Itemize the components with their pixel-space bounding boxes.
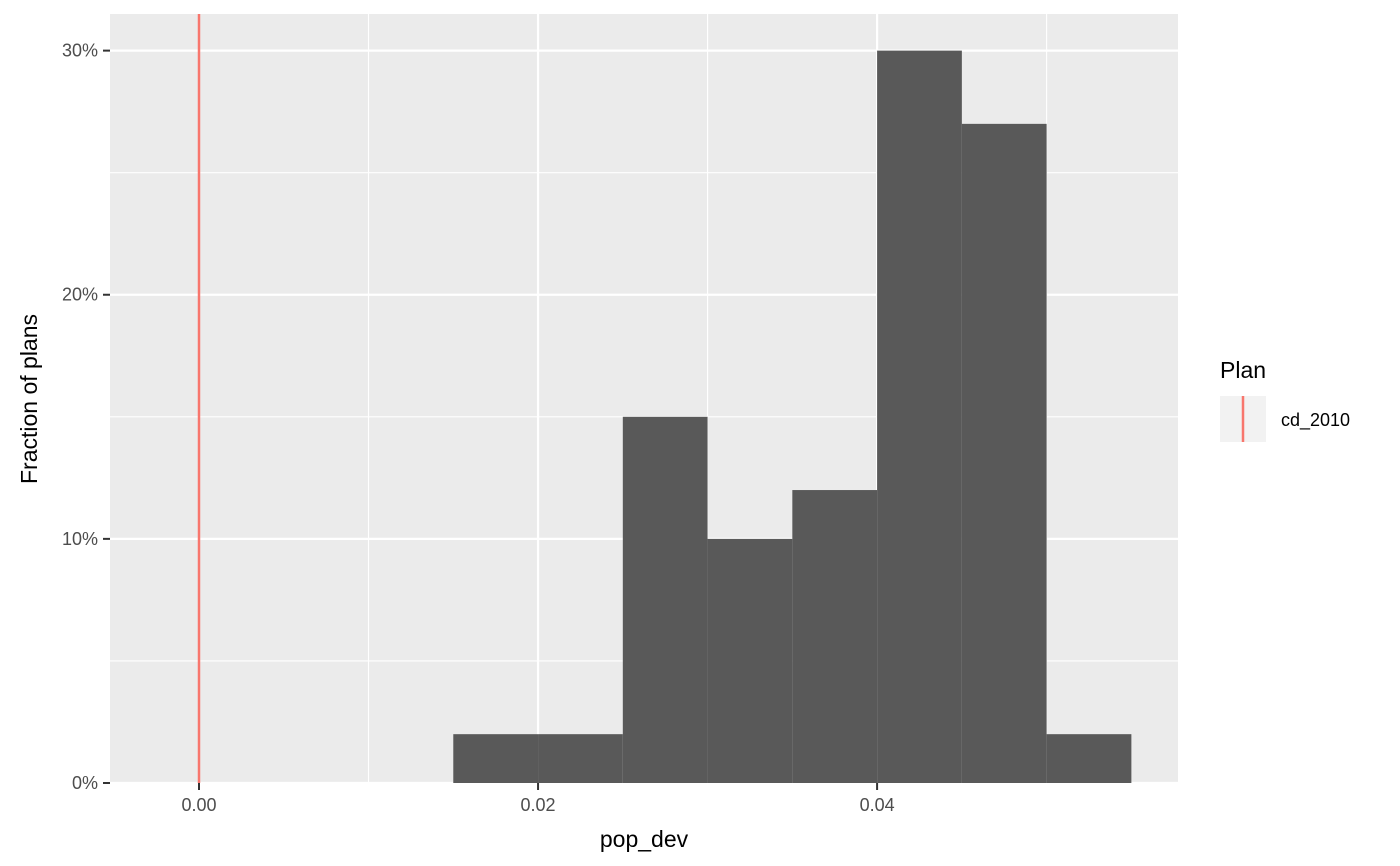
x-axis-title: pop_dev (600, 826, 689, 852)
y-tick-label: 10% (62, 529, 98, 549)
histogram-bar (877, 50, 962, 784)
y-tick-label: 30% (62, 41, 98, 61)
x-tick-label: 0.00 (181, 795, 216, 815)
y-tick-label: 20% (62, 285, 98, 305)
y-axis-title: Fraction of plans (16, 314, 42, 484)
histogram-bar (453, 734, 539, 783)
legend-title: Plan (1220, 357, 1266, 383)
histogram-bars (453, 50, 1132, 784)
histogram-bar (792, 490, 878, 783)
histogram-bar (961, 123, 1047, 784)
histogram-bar (538, 734, 623, 783)
legend: Plan cd_2010 (1220, 357, 1350, 442)
histogram-bar (707, 538, 793, 783)
legend-label-cd-2010: cd_2010 (1281, 410, 1350, 431)
y-tick-label: 0% (72, 773, 98, 793)
histogram-bar (622, 416, 708, 783)
x-tick-label: 0.04 (860, 795, 895, 815)
x-tick-label: 0.02 (521, 795, 556, 815)
axes: 0.00 0.02 0.04 0% 10% 20% 30% (62, 41, 895, 815)
histogram-bar (1046, 734, 1132, 783)
